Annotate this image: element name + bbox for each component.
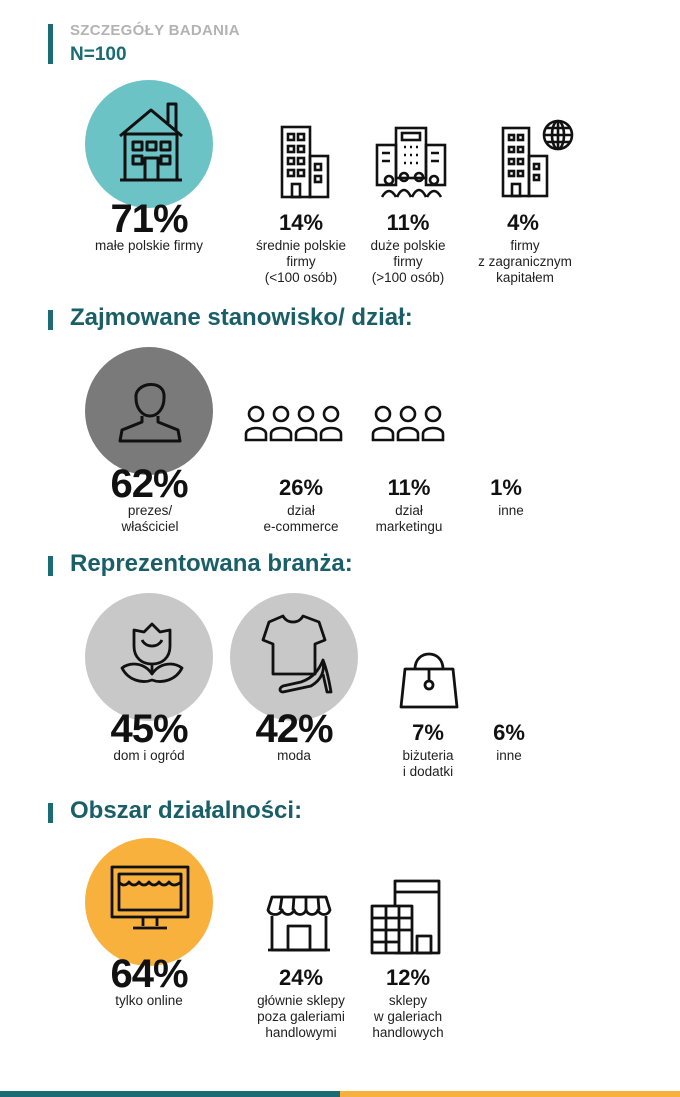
label-ecommerce-line-1: dział — [287, 503, 315, 518]
label-large-firms-line-3: (>100 osób) — [371, 270, 445, 285]
mall-icon — [369, 878, 443, 956]
sample-size: N=100 — [70, 44, 127, 65]
percent-other-industry: 6% — [493, 720, 525, 745]
label-ceo-line-2: właściciel — [121, 519, 179, 534]
team-three-icon — [371, 404, 447, 442]
industry-accent-bar — [48, 556, 53, 576]
percent-home-garden: 45% — [110, 707, 188, 751]
online-store-icon — [109, 864, 191, 934]
label-non-mall-line-2: poza galeriami — [257, 1009, 345, 1024]
label-foreign-capital-firms: firmy z zagranicznym kapitałem — [460, 238, 590, 286]
label-medium-firms-line-1: średnie polskie — [255, 238, 347, 253]
percent-mall-stores: 12% — [385, 965, 431, 990]
label-mall-stores: sklepy w galeriach handlowych — [348, 993, 468, 1041]
label-marketing-line-2: marketingu — [375, 519, 443, 534]
highlight-circle-home-garden — [85, 593, 213, 721]
percent-marketing: 11% — [387, 475, 431, 500]
flower-icon — [120, 618, 184, 688]
percent-online-only: 64% — [110, 952, 188, 996]
label-jewelry: biżuteria i dodatki — [368, 748, 488, 780]
label-jewelry-line-2: i dodatki — [402, 764, 454, 779]
label-ecommerce: dział e-commerce — [236, 503, 366, 535]
storefront-icon — [266, 894, 332, 954]
label-large-firms-line-1: duże polskie — [370, 238, 446, 253]
highlight-circle-fashion — [230, 593, 358, 721]
label-non-mall-stores: głównie sklepy poza galeriami handlowymi — [231, 993, 371, 1041]
label-non-mall-line-3: handlowymi — [265, 1025, 337, 1040]
label-other-position: inne — [498, 503, 524, 518]
label-mall-line-3: handlowych — [372, 1025, 444, 1040]
label-ceo-line-1: prezes/ — [127, 503, 173, 518]
percent-ceo: 62% — [110, 462, 188, 506]
label-mall-line-2: w galeriach — [373, 1009, 443, 1024]
study-details-overline: SZCZEGÓŁY BADANIA — [70, 22, 240, 39]
label-mall-line-1: sklepy — [388, 993, 428, 1008]
label-jewelry-line-1: biżuteria — [402, 748, 454, 763]
label-large-firms-line-2: firmy — [393, 254, 423, 269]
footer-bar-orange — [340, 1091, 680, 1097]
label-ecommerce-line-2: e-commerce — [263, 519, 339, 534]
label-medium-firms: średnie polskie firmy (<100 osób) — [236, 238, 366, 286]
label-medium-firms-line-3: (<100 osób) — [264, 270, 338, 285]
percent-jewelry: 7% — [412, 720, 444, 745]
label-other-industry: inne — [496, 748, 522, 763]
team-four-icon — [244, 404, 344, 442]
label-medium-firms-line-2: firmy — [286, 254, 316, 269]
global-building-icon — [498, 118, 576, 200]
percent-non-mall-stores: 24% — [278, 965, 324, 990]
highlight-circle-online — [85, 838, 213, 966]
label-ceo: prezes/ właściciel — [80, 503, 220, 535]
position-accent-bar — [48, 310, 53, 330]
office-building-icon — [279, 124, 331, 200]
corporate-building-icon — [374, 125, 448, 199]
label-fashion: moda — [277, 748, 311, 763]
percent-large-firms: 11% — [386, 210, 430, 235]
highlight-circle-ceo — [85, 347, 213, 475]
percent-medium-firms: 14% — [278, 210, 324, 235]
highlight-circle-small-firms — [85, 80, 213, 208]
position-section-title: Zajmowane stanowisko/ dział: — [70, 304, 413, 331]
percent-ecommerce: 26% — [278, 475, 324, 500]
handbag-icon — [399, 647, 459, 711]
label-non-mall-line-1: głównie sklepy — [257, 993, 345, 1008]
footer-bar-teal — [0, 1091, 340, 1097]
percent-fashion: 42% — [255, 707, 333, 751]
percent-foreign-capital-firms: 4% — [507, 210, 539, 235]
header-accent-bar — [48, 24, 53, 64]
label-marketing-line-1: dział — [395, 503, 423, 518]
label-foreign-line-3: kapitałem — [496, 270, 554, 285]
percent-small-firms: 71% — [110, 197, 188, 241]
label-small-firms: małe polskie firmy — [94, 238, 204, 253]
area-section-title: Obszar działalności: — [70, 797, 303, 824]
label-foreign-line-2: z zagranicznym — [478, 254, 572, 269]
person-icon — [116, 372, 184, 444]
label-home-garden: dom i ogród — [113, 748, 185, 763]
label-marketing: dział marketingu — [349, 503, 469, 535]
label-online-only: tylko online — [115, 993, 183, 1008]
house-icon — [116, 102, 186, 184]
industry-section-title: Reprezentowana branża: — [70, 550, 353, 577]
area-accent-bar — [48, 803, 53, 823]
shirt-heel-icon — [261, 612, 337, 696]
label-foreign-line-1: firmy — [510, 238, 540, 253]
label-large-firms: duże polskie firmy (>100 osób) — [348, 238, 468, 286]
percent-other-position: 1% — [490, 475, 522, 500]
